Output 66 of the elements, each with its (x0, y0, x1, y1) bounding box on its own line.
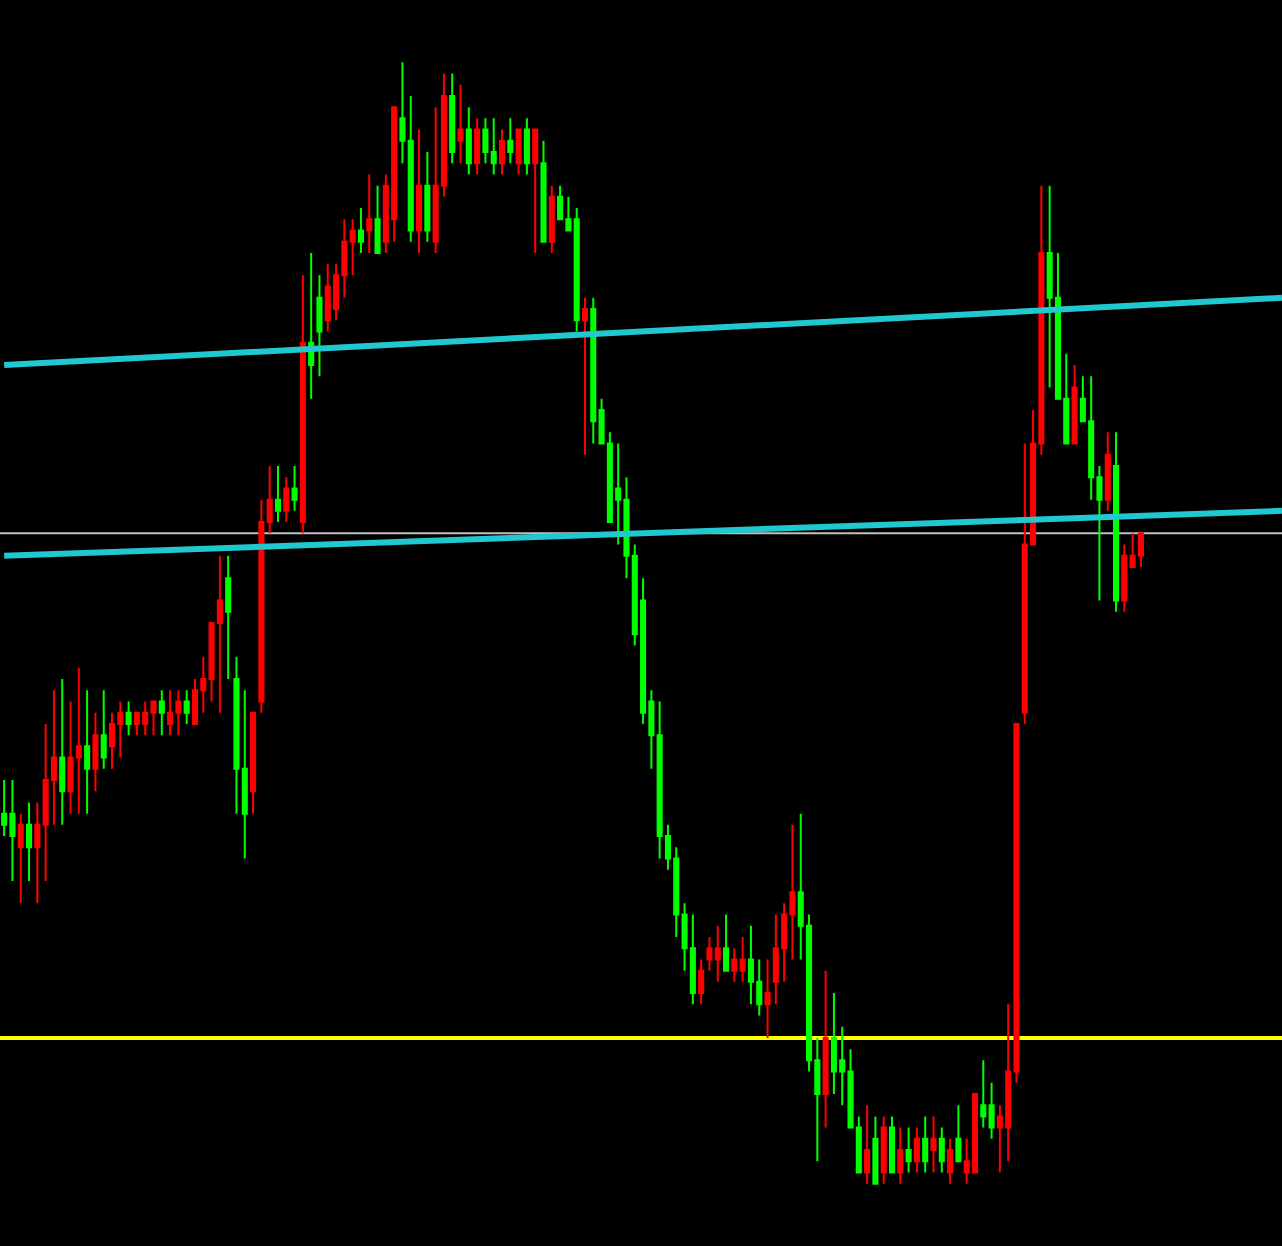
candlestick (548, 184, 555, 254)
candlestick (698, 958, 705, 1006)
candlestick (947, 1137, 954, 1185)
candlestick (507, 117, 514, 165)
candlestick (540, 139, 547, 243)
candlestick (374, 184, 381, 254)
candlestick (100, 689, 107, 770)
candlestick (922, 1115, 929, 1174)
candlestick (872, 1115, 879, 1185)
candlestick (183, 689, 190, 725)
candlestick (308, 251, 315, 400)
candlestick (9, 779, 16, 882)
candlestick (449, 72, 456, 165)
candlestick (465, 106, 472, 176)
candlestick (498, 128, 506, 176)
candlestick (864, 1104, 871, 1185)
candlestick (938, 1126, 945, 1174)
candlestick (84, 689, 91, 815)
candlestick (291, 465, 298, 512)
candlestick (158, 689, 165, 737)
candlestick (59, 678, 66, 826)
candlestick (324, 263, 331, 333)
candlestick (1104, 431, 1111, 512)
candlestick (955, 1104, 962, 1163)
candlestick (905, 1126, 912, 1174)
candlestick (75, 666, 82, 815)
candlestick (216, 554, 223, 714)
candlestick (532, 128, 539, 254)
candlestick (1137, 532, 1144, 568)
candlestick (723, 913, 730, 972)
candlestick (1113, 431, 1120, 613)
candlestick (250, 711, 257, 815)
candlestick (274, 465, 281, 524)
candlestick (299, 274, 306, 535)
candlestick (913, 1126, 920, 1174)
candlestick (17, 812, 24, 905)
candlestick (515, 128, 522, 176)
candlestick (581, 296, 589, 456)
candlestick (457, 83, 464, 165)
candlestick (142, 700, 149, 737)
candlestick (366, 173, 373, 254)
candlestick (424, 151, 431, 243)
candlestick (822, 969, 829, 1129)
candlestick (474, 117, 481, 176)
candlestick (590, 296, 597, 445)
candlestick (150, 700, 157, 737)
candlestick (316, 274, 323, 378)
candlestick (1071, 364, 1078, 445)
candlestick (357, 207, 364, 254)
candlestick (880, 1115, 887, 1185)
candlestick (175, 689, 182, 737)
candlestick (523, 117, 530, 176)
candlestick (714, 924, 721, 983)
candlestick (416, 128, 423, 254)
candlestick (125, 700, 132, 737)
candlestick (490, 117, 497, 176)
candlestick (739, 936, 746, 983)
candlestick (930, 1115, 937, 1174)
candlestick (888, 1115, 896, 1174)
candlestick (225, 554, 232, 681)
candlestick (764, 958, 771, 1039)
candlestick (26, 801, 33, 882)
candlestick (283, 476, 290, 524)
candlestick (92, 711, 99, 793)
candlestick (167, 689, 174, 737)
candlestick (897, 1126, 904, 1185)
